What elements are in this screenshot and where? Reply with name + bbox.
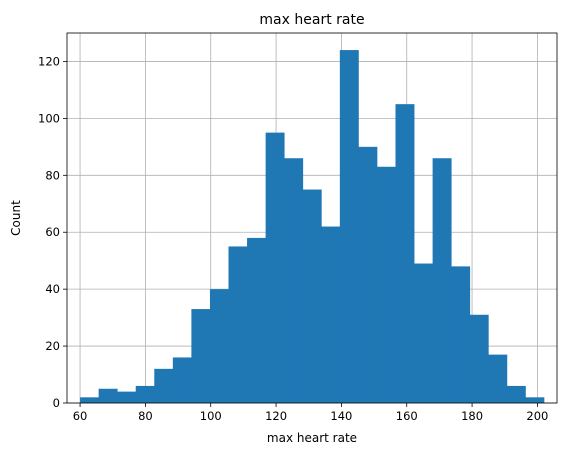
plot-frame bbox=[66, 32, 558, 404]
histogram-bar bbox=[135, 385, 155, 403]
histogram-bars bbox=[80, 50, 545, 404]
histogram-bar bbox=[209, 289, 229, 403]
histogram-bar bbox=[469, 314, 489, 403]
histogram-bar bbox=[284, 158, 304, 403]
histogram-bar bbox=[191, 309, 211, 403]
x-axis-label: max heart rate bbox=[267, 431, 357, 445]
histogram-bar bbox=[117, 391, 137, 403]
y-tick-label: 100 bbox=[38, 111, 60, 125]
y-tick-label: 80 bbox=[45, 168, 60, 182]
histogram-bar bbox=[488, 354, 508, 403]
histogram-bar bbox=[414, 263, 434, 403]
histogram-bar bbox=[451, 266, 471, 403]
y-axis-label: Count bbox=[9, 200, 23, 236]
x-tick-label: 60 bbox=[73, 409, 88, 423]
x-tick-label: 100 bbox=[200, 409, 222, 423]
histogram-bar bbox=[321, 226, 341, 403]
histogram-bar bbox=[247, 237, 267, 403]
chart-title: max heart rate bbox=[259, 12, 364, 28]
histogram-bar bbox=[302, 189, 322, 403]
x-tick-label: 80 bbox=[138, 409, 153, 423]
x-tick-label: 140 bbox=[330, 409, 352, 423]
x-axis-ticks: 60 80 100 120 140 160 180 200 bbox=[73, 403, 548, 423]
x-tick-label: 180 bbox=[461, 409, 483, 423]
y-tick-label: 0 bbox=[53, 396, 60, 410]
histogram-bar bbox=[395, 104, 415, 404]
x-tick-label: 160 bbox=[396, 409, 418, 423]
histogram-bar bbox=[228, 246, 248, 403]
y-axis-ticks: 0 20 40 60 80 100 120 bbox=[38, 54, 67, 410]
histogram-bar bbox=[80, 397, 100, 403]
histogram-bar bbox=[265, 132, 285, 403]
x-tick-label: 120 bbox=[265, 409, 287, 423]
y-tick-label: 40 bbox=[45, 282, 60, 296]
histogram-bar bbox=[358, 146, 378, 403]
y-tick-label: 120 bbox=[38, 54, 60, 68]
histogram-bar bbox=[432, 158, 452, 403]
histogram-bar bbox=[376, 166, 396, 403]
histogram-bar bbox=[172, 357, 192, 403]
y-tick-label: 20 bbox=[45, 339, 60, 353]
x-tick-label: 200 bbox=[526, 409, 548, 423]
histogram-bar bbox=[339, 50, 359, 403]
histogram-bar bbox=[98, 388, 118, 403]
histogram-bar bbox=[525, 397, 545, 403]
histogram-bar bbox=[154, 368, 174, 403]
y-tick-label: 60 bbox=[45, 225, 60, 239]
histogram-bar bbox=[506, 385, 526, 403]
